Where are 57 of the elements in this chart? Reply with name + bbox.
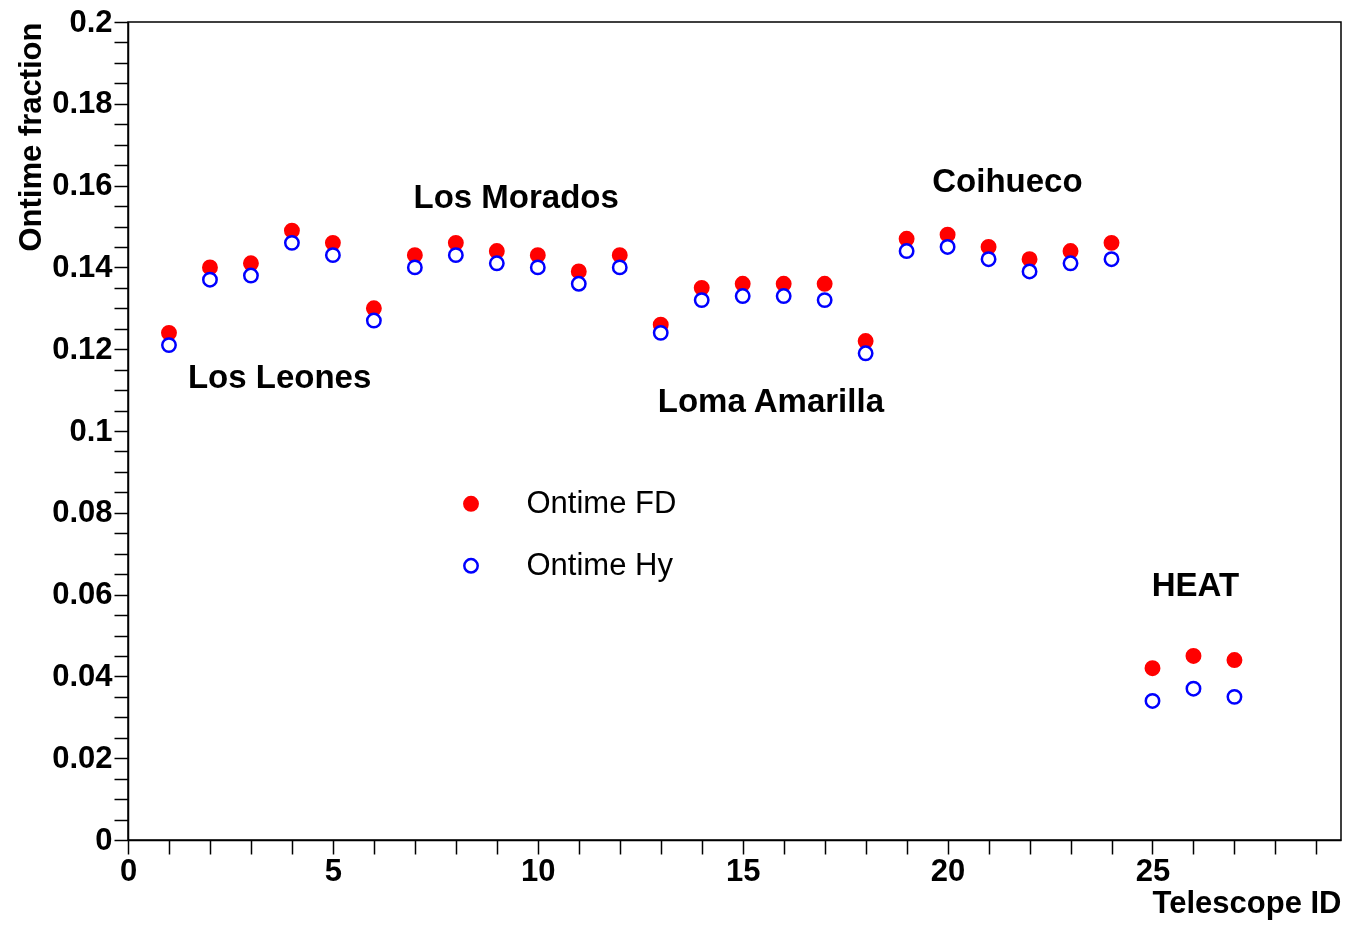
legend-label: Ontime Hy [526, 546, 674, 582]
point [1185, 648, 1202, 664]
point [1103, 234, 1120, 251]
annotation: Los Leones [187, 357, 372, 395]
point [529, 259, 546, 276]
point [324, 247, 341, 264]
x-tick-label: 15 [725, 852, 761, 888]
point [939, 239, 956, 255]
point [775, 288, 792, 304]
annotation: HEAT [1151, 566, 1240, 604]
point [447, 247, 464, 264]
point [734, 288, 751, 304]
y-tick-label: 0.08 [52, 494, 113, 530]
y-tick-label: 0.04 [52, 657, 114, 693]
point [365, 312, 382, 329]
point [816, 292, 833, 309]
point [611, 259, 628, 276]
point [980, 251, 997, 268]
point [1144, 693, 1161, 709]
point [1021, 263, 1038, 280]
y-axis-title: Ontime fraction [13, 22, 49, 252]
point [1062, 243, 1079, 259]
legend-label: Ontime FD [526, 484, 677, 520]
y-tick-label: 0.16 [52, 167, 113, 203]
x-tick-label: 0 [119, 852, 138, 888]
x-tick-label: 5 [324, 852, 343, 888]
point [1062, 255, 1079, 272]
x-tick-label: 20 [930, 852, 966, 888]
annotation: Loma Amarilla [657, 382, 885, 420]
point [1103, 251, 1120, 268]
y-tick-label: 0.14 [52, 248, 114, 284]
point [161, 337, 177, 354]
point [816, 275, 833, 292]
annotation: Coihueco [932, 161, 1083, 199]
point [1226, 688, 1243, 705]
y-tick-label: 0.06 [52, 576, 113, 612]
y-tick-label: 0.02 [52, 739, 113, 775]
y-tick-label: 0.12 [52, 330, 113, 366]
point [1144, 660, 1161, 677]
y-tick-label: 0.18 [52, 85, 113, 121]
point [857, 345, 874, 362]
x-tick-label: 10 [521, 852, 556, 888]
point [406, 259, 423, 276]
point [693, 292, 710, 309]
y-tick-label: 0.2 [69, 3, 113, 39]
y-tick-label: 0.1 [69, 412, 113, 448]
annotation: Los Morados [413, 177, 619, 215]
point [242, 267, 259, 284]
point [488, 255, 505, 272]
point [898, 243, 915, 259]
point [283, 234, 300, 251]
point [202, 271, 218, 288]
point [652, 324, 669, 341]
point [570, 275, 587, 292]
point [1185, 680, 1202, 697]
point [1226, 652, 1243, 668]
y-tick-label: 0 [95, 821, 113, 857]
